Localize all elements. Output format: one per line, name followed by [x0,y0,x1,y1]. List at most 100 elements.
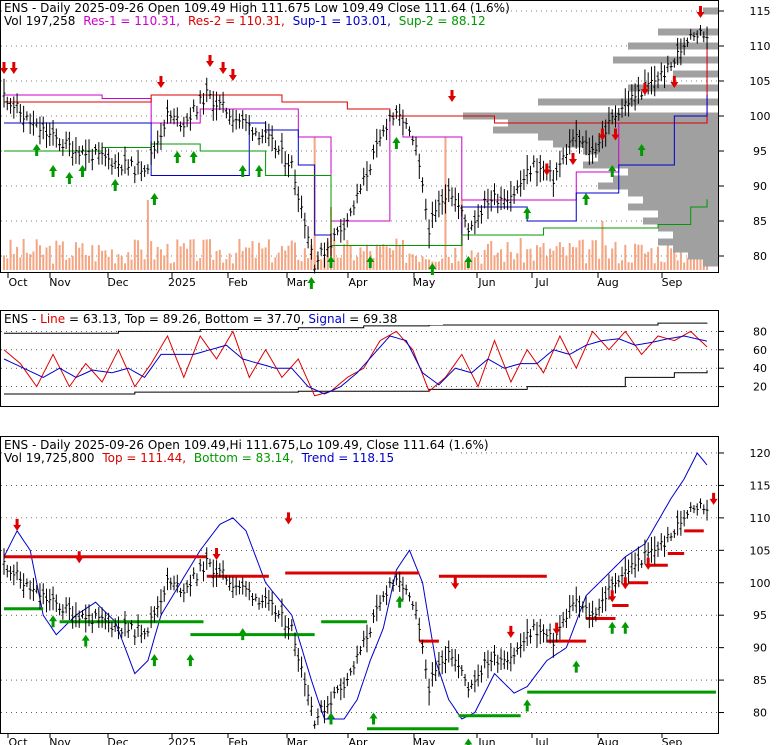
volume-bar [65,259,68,270]
volume-bar [205,239,208,270]
volume-bar [156,246,159,270]
volume-bar [516,253,519,270]
volume-bar [25,252,28,270]
volume-bar [473,257,476,270]
volume-bar [110,249,113,270]
volume-bar [274,257,277,270]
sup2-label: Sup-2 = 88.12 [399,14,486,28]
volume-bar [32,251,35,270]
volume-bar [405,262,408,270]
trend-sell-arrow [212,548,221,561]
stochastic-values: = 63.13, Top = 89.26, Bottom = 37.70, [65,312,308,326]
sup1-label: Sup-1 = 103.01, [293,14,391,28]
price-y-tick-label: 100 [750,110,771,123]
volume-bar [186,248,189,270]
trend-buy-arrow [464,738,473,745]
volume-bar [503,261,506,270]
stochastic-top-line [4,322,708,334]
volume-bar [339,257,342,270]
trend-top-label: Top = 111.44, [101,451,186,465]
volume-profile-bar [658,224,718,232]
volume-bar [408,253,411,270]
trend-buy-arrow [572,660,581,673]
price-y-tick-label: 90 [753,180,767,193]
trend-buy-arrow [369,712,378,725]
price-x-axis: Oct Nov Dec 2025 Feb Mar Apr May Jun Jul Aug Sep [7,273,682,289]
volume-bar [607,258,610,270]
volume-bar [287,245,290,270]
volume-bar [16,246,19,270]
volume-bar [588,249,591,270]
sell-arrow [542,163,551,176]
volume-bar [470,250,473,270]
buy-arrow [366,256,375,268]
stochastic-y-tick-label: 60 [753,344,767,357]
volume-bar [42,254,45,270]
volume-profile-bar [658,28,718,36]
volume-profile-bar [643,196,718,204]
volume-bar [199,258,202,270]
trend-sell-arrow [506,625,515,638]
volume-profile-bar [538,133,718,141]
trend-signal-arrows [13,492,718,745]
stochastic-y-tick-label: 40 [753,362,767,375]
price-y-tick-label: 105 [750,75,771,88]
volume-bar [346,240,349,270]
volume-bar [182,243,185,270]
buy-arrow [327,256,335,268]
volume-profile-bar [463,112,718,120]
stochastic-panel-frame [0,310,719,407]
volume-profile-bar [628,189,718,197]
trend-panel-frame [0,436,719,734]
volume-bar [411,254,414,270]
volume-bar [486,243,489,270]
volume-bar [336,257,339,270]
trend-sell-arrow [75,551,84,564]
volume-bar [48,245,51,270]
volume-bar [150,241,153,270]
volume-profile-bar [628,84,718,92]
trend-y-tick-label: 95 [753,609,767,622]
volume-bar [568,242,571,270]
volume-bar [379,246,382,270]
trend-x-tick-label: Jun [477,736,495,745]
buy-arrow [608,165,617,177]
volume-bar [529,248,532,270]
trend-buy-arrow [238,628,247,641]
volume-bar [6,258,9,270]
volume-bar [277,252,280,270]
volume-bar [513,259,516,270]
price-y-tick-label: 85 [753,215,767,228]
volume-bar [300,261,303,270]
trend-x-tick-label: Feb [228,736,247,745]
price-x-tick-label: Mar [287,276,308,289]
volume-bar [254,257,257,270]
volume-bar [19,257,22,270]
buy-arrow [255,165,264,177]
volume-bar [571,246,574,270]
stochastic-header: ENS - Line = 63.13, Top = 89.26, Bottom … [4,312,397,326]
volume-bar [392,250,395,270]
trend-buy-arrow [49,615,58,628]
sell-arrow [156,76,165,88]
volume-bar [437,261,440,270]
volume-profile-bar [613,175,718,183]
volume-bar [415,255,418,270]
buy-arrow [150,193,159,205]
volume-profile-bar [703,7,718,15]
volume-bar [35,239,38,270]
volume-bar [493,255,496,270]
stochastic-lines [3,322,708,397]
trend-x-tick-label: Apr [348,736,368,745]
trend-header-levels: Vol 19,725,800 Top = 111.44, Bottom = 83… [4,451,394,465]
volume-bar [509,251,512,270]
trend-x-tick-label: Mar [287,736,308,745]
price-y-tick-label: 95 [753,145,767,158]
trend-buy-arrow [81,634,90,647]
volume-bar [591,240,594,270]
volume-profile-bar [703,259,718,267]
volume-bar [424,259,427,270]
volume-bar [307,258,310,270]
volume-bar [251,241,254,270]
